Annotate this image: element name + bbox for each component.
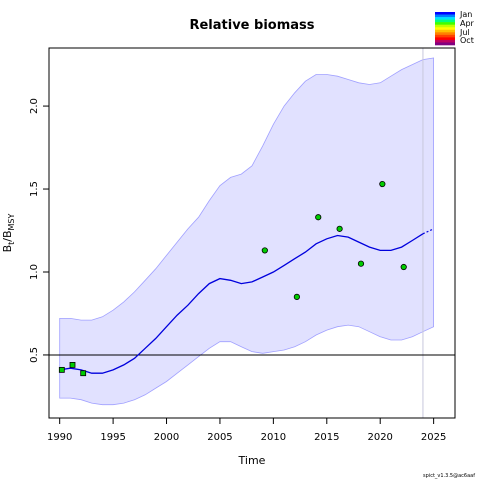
x-tick-label: 2010	[261, 432, 286, 443]
month-legend: Jan Apr Jul Oct	[435, 10, 475, 46]
legend-swatch	[435, 19, 455, 23]
legend-label-jan: Jan	[459, 10, 472, 19]
legend-label-oct: Oct	[460, 36, 474, 45]
legend-swatch	[435, 32, 455, 36]
y-tick-label: 2.0	[29, 98, 40, 114]
biomass-estimate-line	[59, 233, 424, 374]
x-tick-label: 2000	[154, 432, 179, 443]
x-tick-label: 1990	[47, 432, 72, 443]
x-tick-label: 2015	[314, 432, 339, 443]
legend-swatch	[435, 29, 455, 33]
y-tick-label: 1.0	[29, 264, 40, 280]
observation-point	[336, 225, 343, 232]
legend-swatch	[435, 27, 455, 31]
legend-label-apr: Apr	[460, 19, 475, 28]
observation-point	[315, 214, 322, 221]
legend-swatch	[435, 24, 455, 28]
legend-label-jul: Jul	[459, 28, 470, 37]
y-tick-label: 1.5	[29, 181, 40, 197]
legend-swatch	[435, 39, 455, 43]
confidence-band	[59, 57, 434, 406]
observation-point	[357, 260, 365, 267]
x-tick-label: 2005	[207, 432, 232, 443]
x-tick-label: 2025	[421, 432, 446, 443]
x-tick-label: 2020	[367, 432, 392, 443]
observation-point	[80, 370, 87, 377]
legend-swatch	[435, 12, 455, 15]
legend-swatch	[435, 17, 455, 20]
plot-area	[49, 48, 455, 418]
observation-point	[69, 362, 76, 368]
observation-point	[379, 180, 386, 188]
observation-points	[58, 180, 407, 377]
legend-swatch	[435, 37, 455, 41]
y-axis: 0.5 1.0 1.5 2.0	[29, 98, 49, 363]
chart-title: Relative biomass	[189, 18, 314, 33]
biomass-forecast-line	[422, 228, 434, 235]
legend-swatch	[435, 42, 455, 46]
x-axis-label: Time	[238, 454, 266, 467]
y-axis-label: Bt/BMSY	[1, 213, 16, 252]
x-axis: 1990 1995 2000 2005 2010 2015 2020 2025	[47, 417, 446, 443]
legend-swatch	[435, 34, 455, 38]
version-footer: spict_v1.3.5@ac6aaf	[423, 473, 475, 479]
legend-swatch	[435, 22, 455, 25]
observation-point	[261, 247, 268, 254]
observation-point	[58, 366, 65, 373]
legend-swatch	[435, 14, 455, 18]
observation-point	[293, 293, 300, 300]
observation-point	[400, 263, 407, 271]
legend-color-bar	[435, 12, 455, 46]
y-tick-label: 0.5	[29, 347, 40, 363]
x-tick-label: 1995	[100, 432, 125, 443]
